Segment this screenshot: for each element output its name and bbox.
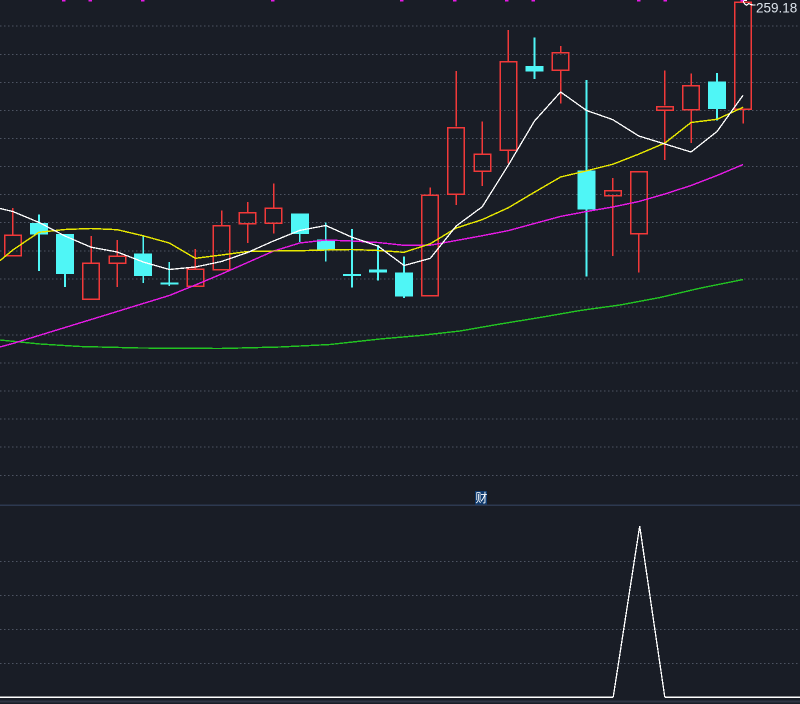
svg-text:259.18: 259.18 bbox=[756, 1, 797, 16]
svg-text:财: 财 bbox=[475, 491, 487, 505]
